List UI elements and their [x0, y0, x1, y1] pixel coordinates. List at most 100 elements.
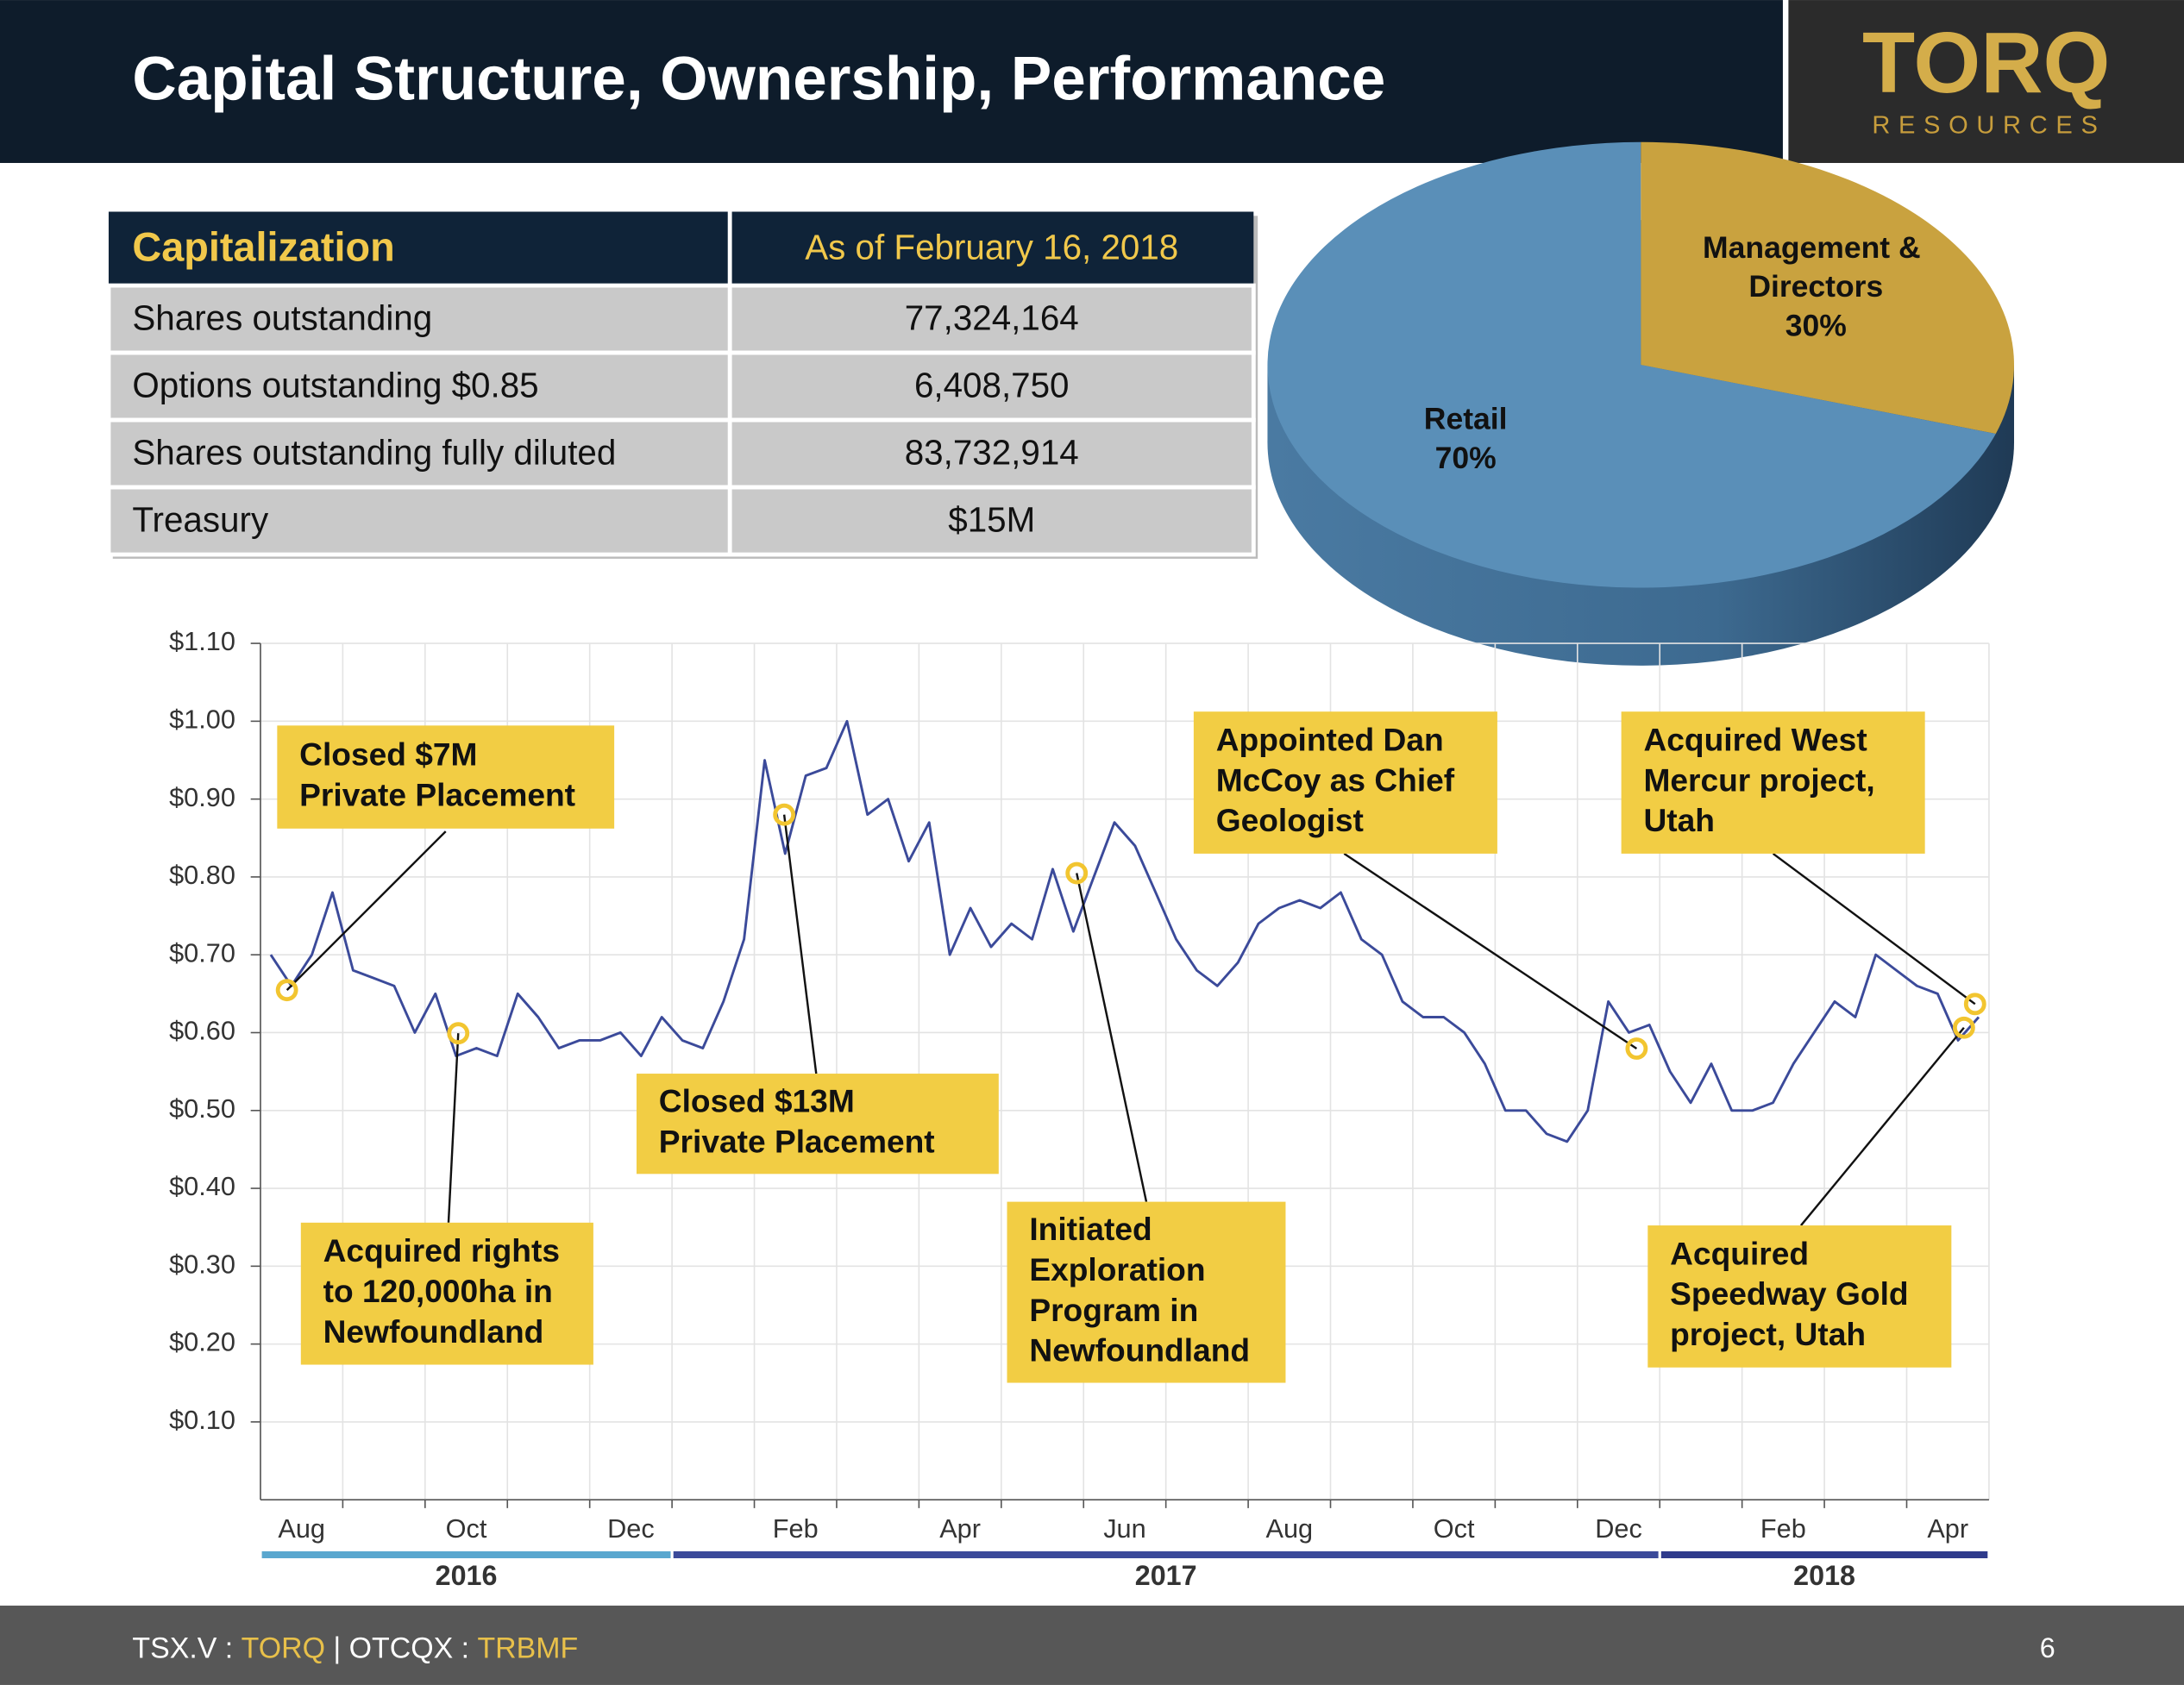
x-tick-label: Aug [1266, 1513, 1314, 1544]
year-band [673, 1550, 1659, 1559]
year-band [261, 1550, 671, 1559]
pie-slice [1267, 141, 1996, 588]
pie-value-label: 30% [1785, 309, 1847, 343]
y-tick-label: $0.90 [169, 782, 235, 812]
callout-text: Private Placement [299, 776, 575, 812]
title-bar [0, 0, 1783, 163]
table-header-cell: As of February 16, 2018 [805, 228, 1178, 267]
callout-text: Utah [1643, 802, 1715, 838]
callout-text: Exploration [1029, 1251, 1205, 1287]
x-tick-label: Apr [939, 1513, 981, 1544]
x-tick-label: Jun [1103, 1513, 1145, 1544]
y-tick-label: $0.20 [169, 1327, 235, 1357]
table-cell: Shares outstanding fully diluted [132, 432, 616, 472]
table-cell: $15M [948, 499, 1035, 539]
callout-box [1193, 711, 1497, 854]
y-tick-label: $1.10 [169, 626, 235, 656]
table-cell: Options outstanding $0.85 [132, 365, 538, 404]
x-tick-label: Apr [1927, 1513, 1968, 1544]
callout-text: Program in [1029, 1292, 1198, 1328]
callout-text: Appointed Dan [1216, 722, 1444, 758]
callout-connector [1799, 1026, 1965, 1226]
y-tick-label: $0.70 [169, 937, 235, 968]
pie-label: Management & Directors [1703, 230, 1929, 304]
table-header-bg [108, 211, 1254, 286]
callout-text: Newfoundland [1029, 1332, 1250, 1369]
callout-box [300, 1222, 593, 1365]
table-row [106, 417, 1256, 490]
table-cell: Treasury [132, 499, 269, 539]
callout-text: Acquired West [1643, 722, 1867, 758]
callout-text: Geologist [1216, 802, 1364, 838]
x-tick-label: Dec [1595, 1513, 1642, 1544]
table-row [106, 350, 1256, 423]
callout-text: Acquired rights [323, 1232, 560, 1268]
x-tick-label: Feb [1760, 1513, 1806, 1544]
callout-marker [1065, 861, 1089, 885]
table-cell: Shares outstanding [132, 298, 432, 337]
footer-tickers: TSX.V : TORQ | OTCQX : TRBMF [132, 1632, 578, 1665]
callout-connector [1772, 852, 1976, 1005]
callout-marker [1625, 1037, 1648, 1060]
table-row [106, 283, 1256, 355]
callout-marker [1952, 1016, 1975, 1039]
callout-text: Initiated [1029, 1211, 1152, 1247]
callout-text: McCoy as Chief [1216, 761, 1455, 798]
logo-box [1788, 0, 2184, 163]
pie-value-label: 70% [1435, 441, 1497, 475]
x-tick-label: Feb [773, 1513, 819, 1544]
callout-text: Closed $7M [299, 736, 477, 773]
callout-connector [286, 830, 447, 992]
table-cell: 77,324,164 [905, 298, 1079, 337]
y-tick-label: $0.80 [169, 860, 235, 890]
year-label: 2018 [1793, 1560, 1855, 1591]
page-number: 6 [2040, 1632, 2055, 1663]
callout-text: Mercur project, [1643, 761, 1874, 798]
callout-text: to 120,000ha in [323, 1273, 553, 1309]
y-tick-label: $0.50 [169, 1093, 235, 1124]
year-label: 2017 [1135, 1560, 1197, 1591]
pie-slice [1641, 141, 2014, 434]
footer-part: TSX.V : [132, 1632, 241, 1665]
year-band [1660, 1550, 1988, 1559]
callout-box [277, 725, 615, 829]
callout-connector [1343, 852, 1638, 1049]
callout-marker [773, 803, 796, 826]
x-tick-label: Dec [607, 1513, 655, 1544]
callout-text: Acquired [1670, 1235, 1809, 1271]
table-header-cell: Capitalization [132, 224, 394, 269]
year-label: 2016 [436, 1560, 498, 1591]
callout-text: Newfoundland [323, 1313, 544, 1350]
table-cell: 83,732,914 [905, 432, 1079, 472]
callout-text: Speedway Gold [1670, 1275, 1908, 1312]
y-tick-label: $0.10 [169, 1405, 235, 1435]
callout-marker [1963, 993, 1986, 1016]
footer-bar [0, 1605, 2184, 1685]
x-tick-label: Oct [446, 1513, 487, 1544]
callout-text: Closed $13M [659, 1083, 855, 1119]
callout-box [636, 1074, 999, 1174]
logo-tagline: RESOURCES [1872, 112, 2106, 140]
pie-label: Retail [1424, 402, 1508, 436]
y-tick-label: $0.40 [169, 1171, 235, 1201]
callout-marker [447, 1022, 470, 1045]
callout-box [1621, 711, 1925, 854]
footer-part: TORQ [242, 1632, 325, 1665]
footer-part: TRBMF [477, 1632, 578, 1665]
callout-connector [1076, 873, 1148, 1202]
callout-box [1647, 1225, 1952, 1368]
y-tick-label: $0.60 [169, 1016, 235, 1046]
callout-box [1007, 1201, 1286, 1383]
footer-part: | OTCQX : [325, 1632, 477, 1665]
table-row [106, 485, 1256, 557]
callout-text: Private Placement [659, 1123, 935, 1159]
logo-name: TORQ [1862, 15, 2110, 111]
x-tick-label: Aug [278, 1513, 325, 1544]
x-tick-label: Oct [1434, 1513, 1475, 1544]
y-tick-label: $0.30 [169, 1249, 235, 1279]
callout-marker [275, 979, 298, 1002]
callout-connector [447, 1033, 460, 1223]
callout-connector [782, 814, 818, 1074]
